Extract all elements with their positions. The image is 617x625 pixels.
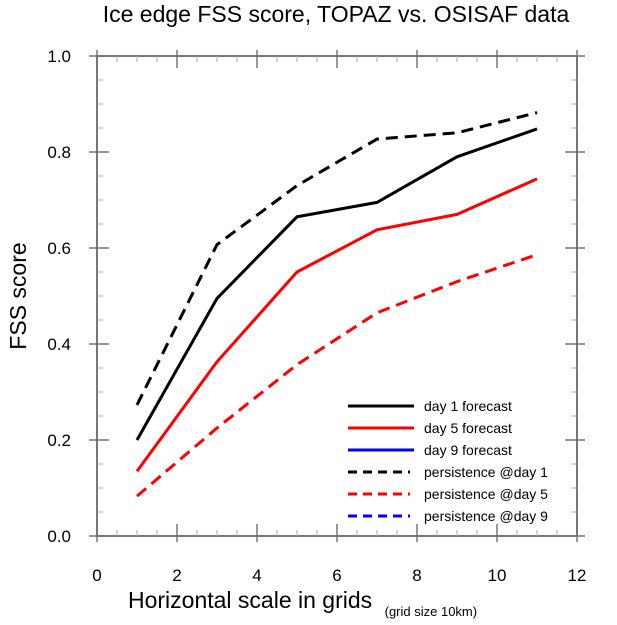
y-axis-title: FSS score [5, 242, 31, 349]
x-axis-subtitle: (grid size 10km) [385, 604, 477, 619]
series-line-day-1-forecast [135, 127, 538, 441]
y-tick-label: 0.2 [47, 431, 71, 450]
x-tick-label: 6 [332, 566, 341, 585]
x-tick-label: 0 [92, 566, 101, 585]
legend-label: persistence @day 1 [424, 464, 548, 480]
legend-label: day 1 forecast [424, 398, 512, 414]
x-tick-label: 2 [172, 566, 181, 585]
legend-label: day 9 forecast [424, 442, 512, 458]
series-line-persistence-day-1 [135, 111, 538, 406]
x-axis-title-group: Horizontal scale in grids (grid size 10k… [128, 587, 477, 619]
y-tick-label: 0.4 [47, 335, 71, 354]
series-line-day-5-forecast [135, 177, 538, 473]
x-tick-label: 10 [488, 566, 507, 585]
legend-label: day 5 forecast [424, 420, 512, 436]
x-tick-label: 12 [568, 566, 587, 585]
series-line-persistence-day-5 [136, 253, 538, 498]
y-tick-label: 0.0 [47, 527, 71, 546]
x-tick-label: 8 [412, 566, 421, 585]
legend-label: persistence @day 5 [424, 486, 548, 502]
y-tick-label: 0.8 [47, 143, 71, 162]
y-tick-label: 1.0 [47, 47, 71, 66]
chart-title: Ice edge FSS score, TOPAZ vs. OSISAF dat… [103, 1, 570, 27]
axes: 0 2 4 6 8 10 12 0.0 0.2 0.4 0.6 0.8 1.0 [47, 47, 586, 585]
x-axis-title: Horizontal scale in grids [128, 587, 372, 613]
series-group [135, 111, 538, 498]
x-tick-label: 4 [252, 566, 261, 585]
legend-label: persistence @day 9 [424, 508, 548, 524]
y-tick-label: 0.6 [47, 239, 71, 258]
legend: day 1 forecast day 5 forecast day 9 foreca… [348, 398, 548, 524]
